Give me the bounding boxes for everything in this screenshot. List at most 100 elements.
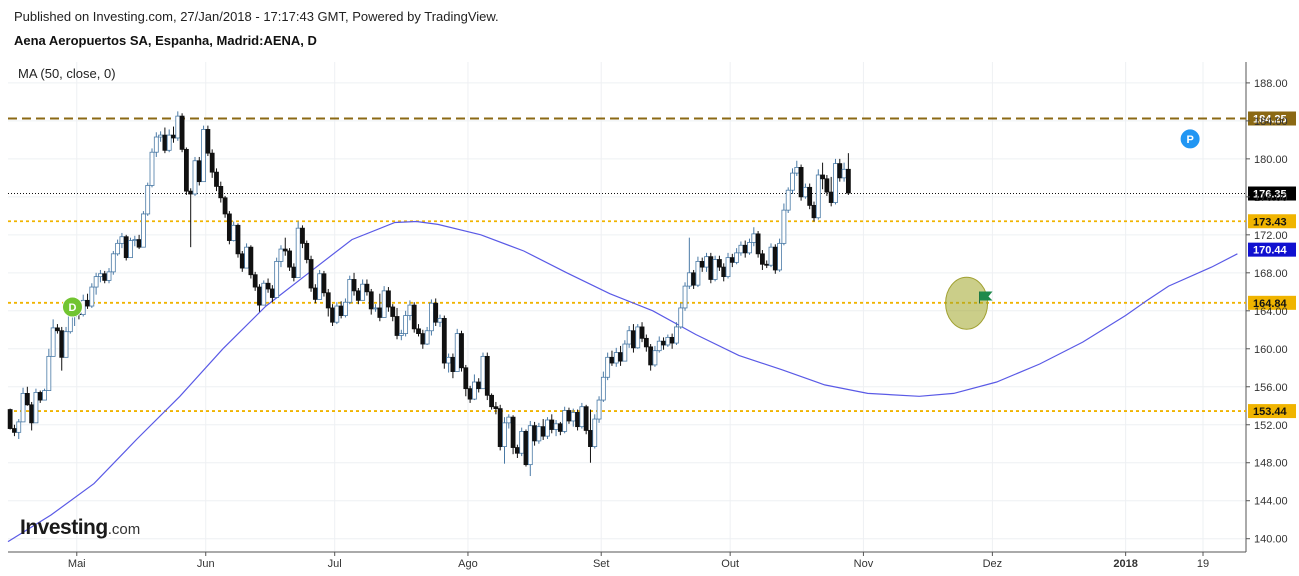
y-tick-label: 188.00	[1254, 78, 1288, 90]
candlesticks	[7, 111, 851, 477]
candle-up	[424, 330, 430, 345]
y-tick-label: 140.00	[1254, 534, 1288, 546]
candle-up	[794, 167, 800, 174]
candle-down	[760, 253, 765, 265]
candle-up	[579, 406, 585, 428]
candle-down	[828, 191, 834, 203]
candle-up	[695, 261, 701, 286]
candle-down	[837, 163, 843, 179]
candle-down	[85, 299, 90, 307]
candle-up	[347, 279, 353, 303]
candle-up	[600, 376, 606, 401]
y-axis-labels: 140.00 144.00 148.00 152.00 156.00 160.00 164.…	[1246, 78, 1288, 546]
candle-up	[398, 333, 404, 336]
candle-up	[734, 252, 740, 263]
flag-icon	[979, 291, 993, 301]
candle-down	[420, 333, 426, 345]
candle-up	[128, 240, 133, 259]
candle-down	[411, 304, 417, 330]
candle-down	[643, 337, 649, 348]
y-tick-label: 148.00	[1254, 458, 1288, 470]
candle-up	[738, 244, 744, 254]
candle-up	[527, 425, 533, 466]
candle-up	[626, 330, 632, 345]
candle-up	[656, 340, 662, 352]
candle-down	[304, 242, 310, 260]
last-price-label: 176.35	[1253, 189, 1287, 201]
x-tick-label: Jun	[197, 558, 215, 570]
candle-down	[338, 305, 344, 316]
candle-down	[282, 248, 288, 252]
candle-down	[811, 204, 817, 219]
candle-down	[308, 259, 314, 289]
candle-down	[188, 190, 194, 195]
candle-down	[669, 336, 675, 344]
candle-up	[192, 160, 198, 195]
candle-down	[820, 174, 825, 180]
chart-grid	[8, 62, 1246, 552]
candle-down	[291, 266, 297, 278]
ma-line	[7, 220, 1238, 543]
candle-up	[678, 307, 684, 328]
candle-down	[514, 447, 520, 454]
candle-up	[596, 399, 602, 420]
candle-up	[153, 136, 159, 153]
candle-down	[226, 213, 232, 241]
candle-up	[652, 350, 658, 366]
y-tick-label: 152.00	[1254, 420, 1288, 432]
candle-up	[712, 259, 718, 280]
candle-up	[790, 172, 795, 191]
candle-up	[42, 390, 47, 401]
candle-down	[364, 283, 370, 293]
candle-up	[553, 423, 559, 430]
candle-down	[252, 274, 258, 288]
candle-up	[115, 242, 121, 255]
candle-down	[493, 406, 499, 410]
candle-down	[824, 178, 830, 193]
candle-up	[343, 301, 348, 316]
candle-down	[639, 326, 645, 339]
candle-up	[244, 246, 249, 269]
x-axis-labels: Mai Jun Jul Ago Set Out Nov Dez 2018 19	[68, 552, 1209, 570]
candle-up	[768, 246, 774, 266]
candle-up	[429, 302, 434, 332]
candle-up	[360, 283, 366, 301]
candle-down	[218, 185, 224, 199]
candle-down	[540, 426, 546, 437]
y-tick-label: 160.00	[1254, 344, 1288, 356]
candle-down	[532, 425, 537, 442]
candle-up	[454, 333, 460, 372]
y-tick-label: 156.00	[1254, 382, 1288, 394]
event-marker[interactable]	[1179, 128, 1201, 150]
candle-up	[403, 315, 409, 334]
candle-down	[205, 129, 211, 154]
candle-down	[265, 282, 271, 290]
candle-down	[807, 186, 813, 206]
candle-down	[55, 327, 60, 332]
candle-down	[394, 316, 400, 336]
price-level-label: 164.84	[1253, 298, 1288, 310]
candle-down	[631, 330, 636, 349]
candle-down	[489, 394, 494, 408]
candle-down	[476, 381, 482, 390]
candle-up	[317, 273, 323, 300]
candle-down	[12, 428, 17, 433]
last-price-tag	[1248, 186, 1296, 201]
candle-down	[772, 246, 778, 271]
candle-down	[588, 430, 593, 447]
candle-down	[183, 148, 189, 192]
x-tick-label: Out	[721, 558, 739, 570]
event-marker[interactable]	[61, 296, 83, 318]
candle-up	[682, 285, 688, 309]
x-tick-label: Nov	[854, 558, 874, 570]
candle-down	[575, 412, 580, 428]
candle-down	[214, 171, 219, 187]
price-levels: 184.25 173.43 164.84 153.44 176.35 170.44	[8, 111, 1296, 419]
candle-down	[325, 292, 331, 309]
candle-up	[110, 253, 116, 273]
candle-up	[777, 242, 783, 271]
candle-down	[269, 288, 275, 298]
candle-up	[781, 209, 787, 244]
candle-up	[751, 233, 757, 243]
